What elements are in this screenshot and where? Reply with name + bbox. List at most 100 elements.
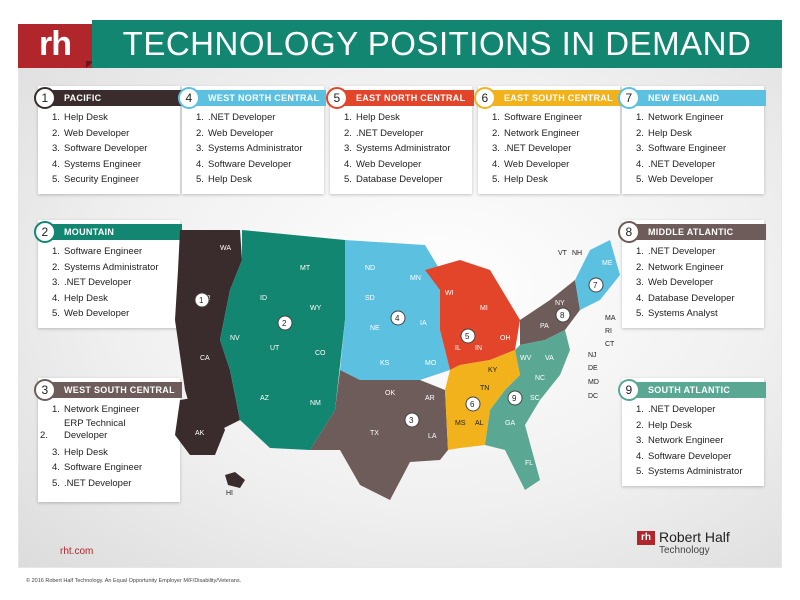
state-label-wi: WI xyxy=(445,290,454,297)
region-card-new-england: 7 NEW ENGLAND 1. Network Engineer 2. Help D… xyxy=(618,86,766,194)
state-label-il: IL xyxy=(455,345,461,352)
state-label-wy: WY xyxy=(310,305,322,312)
state-label-dc: DC xyxy=(588,393,598,400)
region-marker-6 xyxy=(465,396,481,412)
list-item: 4. Software Developer xyxy=(636,450,732,462)
state-label-tx: TX xyxy=(370,430,379,437)
region-shape-pacific xyxy=(175,230,242,440)
region-name: NEW ENGLAND xyxy=(648,93,720,103)
region-card-east-north-central: 5 EAST NORTH CENTRAL 1. Help Desk 2. .NET D… xyxy=(326,86,474,194)
list-item: 3. Help Desk xyxy=(52,446,108,458)
state-label-va: VA xyxy=(545,355,554,362)
region-marker-4 xyxy=(390,310,406,326)
region-number: 3 xyxy=(34,379,56,401)
region-shape-west-south-central xyxy=(310,370,448,500)
list-item: 3. Network Engineer xyxy=(636,435,724,446)
list-item: 1. Software Engineer xyxy=(492,112,583,123)
region-card-pacific: 1 PACIFIC 1. Help Desk 2. Web Developer 3. S… xyxy=(34,86,182,194)
region-number: 1 xyxy=(34,87,56,109)
list-item: 1. Network Engineer xyxy=(636,112,724,123)
state-label-nj: NJ xyxy=(588,352,597,359)
brand-name: Robert Half xyxy=(659,529,730,545)
region-markers: 1 2 3 4 5 6 7 8 9 xyxy=(194,277,604,428)
region-number: 5 xyxy=(326,87,348,109)
job-list: 1. Software Engineer 2. Network Engineer 3… xyxy=(492,110,612,188)
list-item: 4. Database Developer xyxy=(636,292,735,304)
job-list: 1. .NET Developer 2. Help Desk 3. Network E… xyxy=(636,402,756,480)
region-shape-east-north-central xyxy=(425,260,520,370)
region-name: PACIFIC xyxy=(64,93,102,103)
state-label-fl: FL xyxy=(525,460,533,467)
region-marker-8 xyxy=(555,307,571,323)
list-item: 5. Web Developer xyxy=(636,174,714,185)
state-label-ny: NY xyxy=(555,300,565,307)
region-number: 4 xyxy=(178,87,200,109)
state-label-nv: NV xyxy=(230,335,240,342)
region-marker-1-label: 1 xyxy=(199,296,204,305)
list-item: 3. Software Developer xyxy=(52,143,148,154)
page-title: TECHNOLOGY POSITIONS IN DEMAND xyxy=(92,20,782,68)
state-label-nm: NM xyxy=(310,400,321,407)
list-item: 3. Systems Administrator xyxy=(344,143,451,154)
state-label-ga: GA xyxy=(505,420,515,427)
region-name: EAST NORTH CENTRAL xyxy=(356,93,466,103)
copyright-text: © 2016 Robert Half Technology. An Equal … xyxy=(26,578,242,584)
list-item: 2. Web Developer xyxy=(196,127,274,139)
region-name: EAST SOUTH CENTRAL xyxy=(504,93,613,103)
region-card-east-south-central: 6 EAST SOUTH CENTRAL 1. Software Engineer … xyxy=(474,86,622,194)
state-labels: WA OR CA ID NV MT WY UT CO AZ NM ND SD N… xyxy=(195,245,616,497)
region-shape-east-south-central xyxy=(445,350,520,450)
state-label-mt: MT xyxy=(300,265,311,272)
state-label-ky: KY xyxy=(488,367,498,374)
list-item: 1. .NET Developer xyxy=(196,112,276,123)
region-name: WEST NORTH CENTRAL xyxy=(208,93,320,103)
state-label-vt: VT xyxy=(558,250,568,257)
website-link[interactable]: rht.com xyxy=(60,546,94,557)
region-shape-hawaii xyxy=(225,472,245,488)
list-item: 4. Software Developer xyxy=(196,158,292,170)
list-item: 2. .NET Developer xyxy=(344,127,424,139)
region-number: 8 xyxy=(618,221,640,243)
state-label-sd: SD xyxy=(365,295,375,302)
state-label-ks: KS xyxy=(380,360,390,367)
region-marker-3 xyxy=(404,412,420,428)
state-label-ut: UT xyxy=(270,345,280,352)
list-item: 1. Help Desk xyxy=(52,112,108,123)
state-label-pa: PA xyxy=(540,323,549,330)
state-label-nh: NH xyxy=(572,250,582,257)
list-item: 3. Web Developer xyxy=(636,277,714,288)
job-list: 1. Network Engineer 2.ERP Technical Devel… xyxy=(40,402,172,491)
list-item: 1. .NET Developer xyxy=(636,404,716,415)
state-label-wa: WA xyxy=(220,245,231,252)
state-label-mo: MO xyxy=(425,360,437,367)
region-header: 1 PACIFIC xyxy=(34,87,182,109)
state-label-mi: MI xyxy=(480,305,488,312)
list-item: 4. .NET Developer xyxy=(636,158,716,170)
state-label-hi: HI xyxy=(226,490,233,497)
state-label-mn: MN xyxy=(410,275,421,282)
region-marker-4-label: 4 xyxy=(395,314,400,323)
list-item: 5. Systems Administrator xyxy=(636,466,743,477)
list-item: 4. Help Desk xyxy=(52,292,108,304)
state-label-ca: CA xyxy=(200,355,210,362)
region-shape-alaska xyxy=(175,395,225,455)
state-label-md: MD xyxy=(588,379,599,386)
region-marker-8-label: 8 xyxy=(560,311,565,320)
state-label-tn: TN xyxy=(480,385,489,392)
state-label-al: AL xyxy=(475,420,484,427)
region-number: 6 xyxy=(474,87,496,109)
list-item: 5. Help Desk xyxy=(492,174,548,185)
state-label-az: AZ xyxy=(260,395,270,402)
region-number: 2 xyxy=(34,221,56,243)
region-header: 2 MOUNTAIN xyxy=(34,221,182,243)
state-label-id: ID xyxy=(260,295,267,302)
list-item: 2. Help Desk xyxy=(636,419,692,431)
region-name: MOUNTAIN xyxy=(64,227,115,237)
list-item: 1. Software Engineer xyxy=(52,246,143,257)
state-label-co: CO xyxy=(315,350,326,357)
region-card-mountain: 2 MOUNTAIN 1. Software Engineer 2. Systems … xyxy=(34,220,182,328)
state-label-in: IN xyxy=(475,345,482,352)
region-marker-1 xyxy=(194,292,210,308)
job-list: 1. Network Engineer 2. Help Desk 3. Softwar… xyxy=(636,110,756,188)
region-shape-west-north-central xyxy=(340,240,450,380)
